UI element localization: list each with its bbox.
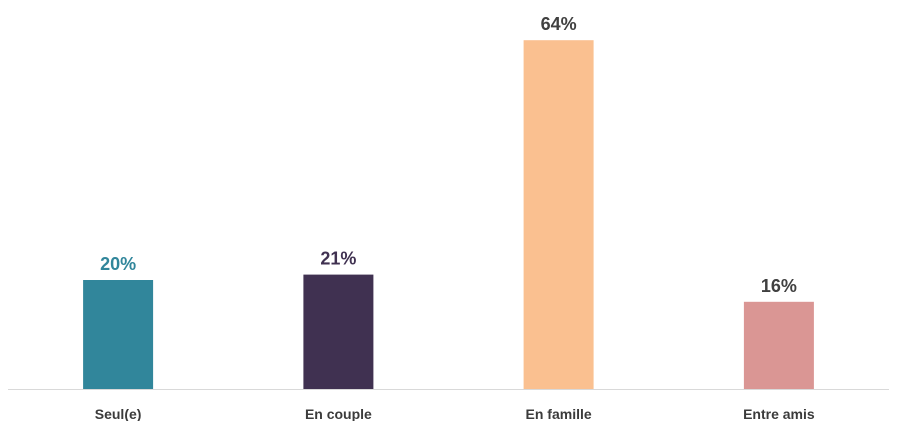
value-label-2: 64% [541, 14, 577, 34]
category-label-2: En famille [526, 406, 592, 421]
bar-1 [303, 274, 374, 390]
bar-2 [523, 40, 594, 389]
value-label-3: 16% [761, 276, 797, 296]
bar-0 [83, 280, 154, 389]
value-labels-group: 20% 21% 64% 16% [100, 14, 797, 296]
bar-3 [743, 301, 814, 389]
value-label-1: 21% [320, 249, 356, 269]
value-label-0: 20% [100, 254, 136, 274]
category-label-3: Entre amis [743, 406, 815, 421]
bars-group [83, 40, 814, 390]
category-label-0: Seul(e) [95, 406, 142, 421]
category-labels-group: Seul(e) En couple En famille Entre amis [95, 406, 815, 421]
category-label-1: En couple [305, 406, 372, 421]
